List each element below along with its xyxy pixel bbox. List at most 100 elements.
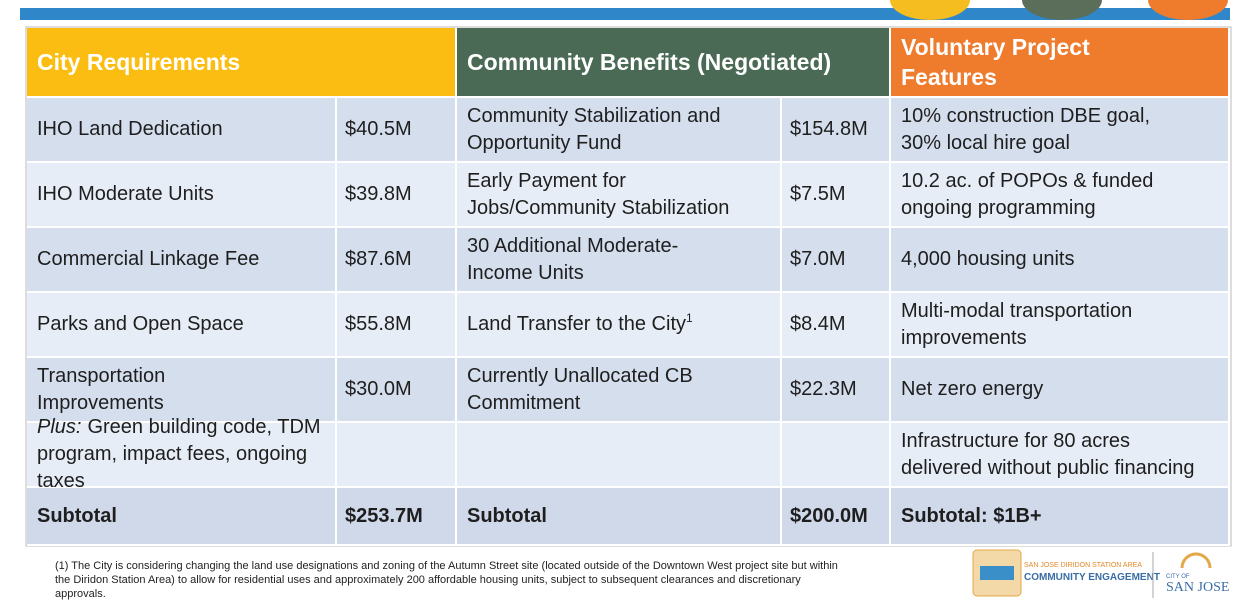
cell-line: 10% construction DBE goal, — [901, 104, 1151, 127]
cell-text: Commercial Linkage Fee — [37, 248, 260, 270]
table-cell — [457, 423, 782, 488]
footnote-line: approvals. — [55, 588, 106, 600]
table-cell: Land Transfer to the City1 — [457, 293, 782, 358]
header-cell: Community Benefits (Negotiated) — [457, 28, 891, 98]
logo-text: CITY OF — [1166, 574, 1190, 580]
table-cell: $87.6M — [337, 228, 457, 293]
cell-line: Transportation — [37, 364, 166, 387]
table-cell: $55.8M — [337, 293, 457, 358]
logo-icon — [1180, 552, 1212, 569]
cell-line: program, impact fees, ongoing taxes — [37, 441, 335, 495]
cell-line: Commitment — [467, 391, 581, 414]
header-cell: Voluntary Project Features — [891, 28, 1230, 98]
cell-text: IHO Moderate Units — [37, 183, 214, 205]
cell-line: Infrastructure for 80 acres — [901, 429, 1130, 452]
footnote-mark: 1 — [686, 311, 693, 325]
table-cell: $22.3M — [782, 358, 891, 423]
cell-line: Opportunity Fund — [467, 131, 622, 154]
cell-line: Multi-modal transportation — [901, 299, 1133, 322]
logo-text: COMMUNITY ENGAGEMENT — [1024, 572, 1160, 583]
table-cell: Plus: Green building code, TDM program, im… — [27, 416, 337, 492]
cell-text: Subtotal: $1B+ — [901, 504, 1042, 527]
circle — [890, 0, 970, 20]
cell-line: Early Payment for — [467, 169, 626, 192]
cell-text: Green building code, TDM — [87, 416, 321, 438]
table-cell: $39.8M — [337, 163, 457, 228]
table-cell: 10% construction DBE goal, 30% local hire… — [891, 98, 1230, 163]
table-cell: $30.0M — [337, 358, 457, 423]
footnote-line: (1) The City is considering changing the… — [55, 560, 838, 572]
table-cell: $40.5M — [337, 98, 457, 163]
table-cell: $7.0M — [782, 228, 891, 293]
table-cell: Subtotal — [27, 488, 337, 546]
table-cell — [782, 423, 891, 488]
logo-icon — [980, 566, 1014, 580]
cell-line: Land Transfer to the City1 — [467, 311, 780, 338]
table-cell: Subtotal — [457, 488, 782, 546]
table-cell: Parks and Open Space — [27, 293, 337, 358]
table-cell: Net zero energy — [891, 358, 1230, 423]
table-cell: $200.0M — [782, 488, 891, 546]
cell-line: Features — [901, 64, 997, 90]
table-cell: 30 Additional Moderate- Income Units — [457, 228, 782, 293]
cell-line: Voluntary Project — [901, 34, 1090, 60]
cell-text: IHO Land Dedication — [37, 118, 223, 140]
table-cell: IHO Land Dedication — [27, 98, 337, 163]
cell-text: $22.3M — [790, 378, 857, 400]
cell-line: ongoing programming — [901, 196, 1096, 219]
table-cell: $8.4M — [782, 293, 891, 358]
circle — [1022, 0, 1102, 20]
cell-line: Community Stabilization and — [467, 104, 721, 127]
table-cell: 10.2 ac. of POPOs & funded ongoing progra… — [891, 163, 1230, 228]
cell-line: Income Units — [467, 261, 584, 284]
table-outline — [25, 26, 1232, 547]
cell-text: $55.8M — [345, 313, 412, 335]
cell-line: Currently Unallocated CB — [467, 364, 693, 387]
footnote: (1) The City is considering changing the… — [55, 559, 975, 601]
table-cell: Subtotal: $1B+ — [891, 488, 1230, 546]
footnote-line: the Diridon Station Area) to allow for r… — [55, 574, 801, 586]
logo-text: SAN JOSE DIRIDON STATION AREA — [1024, 562, 1142, 569]
cell-text: $7.5M — [790, 183, 846, 205]
cell-text: $30.0M — [345, 378, 412, 400]
cell-text: Net zero energy — [901, 378, 1044, 400]
cell-text: Community Benefits (Negotiated) — [467, 49, 832, 75]
table-cell: Commercial Linkage Fee — [27, 228, 337, 293]
table-cell: Currently Unallocated CB Commitment — [457, 358, 782, 423]
cell-line: Improvements — [37, 391, 164, 414]
table-cell — [337, 423, 457, 488]
cell-prefix: Plus: — [37, 416, 82, 438]
cell-text: $154.8M — [790, 118, 868, 140]
table-cell: Community Stabilization and Opportunity F… — [457, 98, 782, 163]
cell-line: delivered without public financing — [901, 456, 1195, 479]
cell-text: City Requirements — [37, 49, 241, 75]
cell-text: $87.6M — [345, 248, 412, 270]
table-cell: Early Payment for Jobs/Community Stabiliz… — [457, 163, 782, 228]
table-cell: $154.8M — [782, 98, 891, 163]
cell-text: $253.7M — [345, 504, 423, 527]
cell-line: improvements — [901, 326, 1027, 349]
cell-text: 4,000 housing units — [901, 248, 1075, 270]
table-cell: $7.5M — [782, 163, 891, 228]
logo-text: SAN JOSE — [1166, 580, 1229, 595]
table-cell: Multi-modal transportation improvements — [891, 293, 1230, 358]
cell-line: Jobs/Community Stabilization — [467, 196, 730, 219]
circle — [1148, 0, 1228, 20]
table-cell: Transportation Improvements — [27, 358, 337, 423]
table-cell: IHO Moderate Units — [27, 163, 337, 228]
cell-text: Parks and Open Space — [37, 313, 244, 335]
cell-line: 30% local hire goal — [901, 131, 1070, 154]
cell-text: program, impact fees, ongoing taxes — [37, 443, 308, 492]
table-cell: $253.7M — [337, 488, 457, 546]
table-cell: Infrastructure for 80 acres delivered wit… — [891, 423, 1230, 488]
cell-text: $7.0M — [790, 248, 846, 270]
cell-text: $8.4M — [790, 313, 846, 335]
cell-text: $40.5M — [345, 118, 412, 140]
cell-line: 30 Additional Moderate- — [467, 234, 679, 257]
cell-text: $39.8M — [345, 183, 412, 205]
cell-line: 10.2 ac. of POPOs & funded — [901, 169, 1154, 192]
cell-text: $200.0M — [790, 504, 868, 527]
cell-text: Land Transfer to the City — [467, 313, 687, 335]
